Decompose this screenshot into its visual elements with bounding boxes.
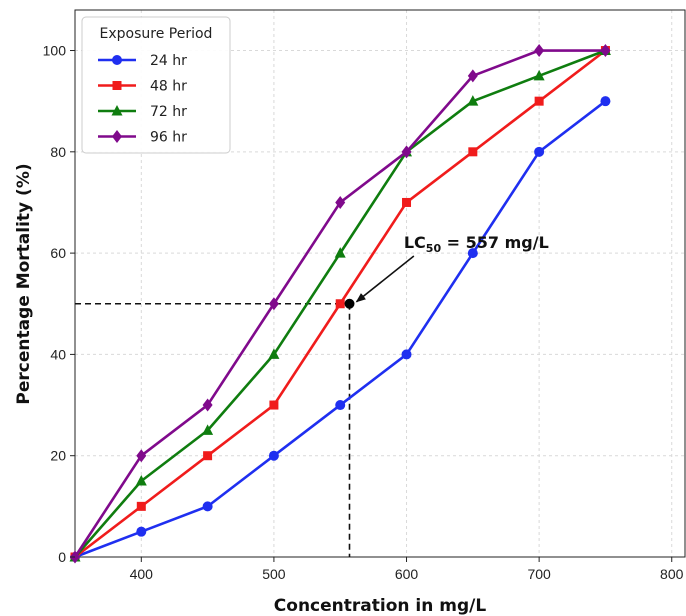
legend-entry: 72 hr	[98, 104, 187, 120]
lc50-point	[344, 298, 355, 309]
data-point	[401, 145, 412, 159]
x-tick-label: 400	[130, 566, 154, 582]
data-point	[467, 95, 479, 106]
y-axis-title: Percentage Mortality (%)	[14, 163, 34, 404]
lc50-guide-lines	[75, 302, 351, 557]
legend-marker	[112, 55, 122, 65]
data-point	[335, 195, 346, 209]
data-point	[269, 400, 279, 410]
y-tick-label: 60	[50, 245, 66, 261]
plot-frame	[74, 9, 686, 558]
data-point	[401, 349, 412, 360]
legend-marker	[111, 105, 123, 116]
legend-label: 72 hr	[150, 104, 187, 120]
data-point	[468, 147, 478, 157]
y-tick-label: 40	[50, 346, 66, 362]
x-tick-label: 700	[527, 566, 551, 582]
x-tick-label: 600	[395, 566, 419, 582]
data-point	[467, 248, 478, 259]
y-tick-label: 0	[58, 549, 66, 565]
data-point	[534, 96, 544, 106]
legend-label: 24 hr	[150, 53, 187, 69]
data-point	[136, 501, 146, 511]
legend-box	[81, 16, 231, 154]
legend-entry: 48 hr	[98, 79, 187, 95]
x-tick-label: 800	[660, 566, 684, 582]
data-point	[135, 475, 147, 486]
series-24-hr	[70, 96, 611, 562]
y-tick-label: 80	[50, 144, 66, 160]
data-point	[268, 297, 279, 311]
data-point	[534, 44, 545, 58]
data-point	[600, 44, 611, 58]
data-point	[335, 299, 345, 309]
data-point	[268, 450, 279, 461]
legend-marker	[112, 81, 122, 90]
data-point	[402, 197, 412, 207]
lc50-arrow	[355, 255, 415, 303]
data-point	[334, 247, 346, 258]
lc50-label: LC50 = 557 mg/L	[404, 233, 549, 255]
legend-entry: 24 hr	[98, 53, 187, 69]
legend-label: 48 hr	[150, 79, 187, 95]
y-tick-label: 100	[43, 43, 67, 59]
data-point	[202, 501, 213, 512]
y-tick-label: 20	[50, 448, 66, 464]
data-point	[534, 146, 545, 157]
x-tick-label: 500	[262, 566, 286, 582]
data-point	[268, 348, 280, 359]
data-point	[202, 398, 213, 412]
legend-label: 96 hr	[150, 130, 187, 146]
x-axis-title: Concentration in mg/L	[274, 596, 487, 616]
data-point	[533, 69, 545, 81]
data-point	[467, 69, 478, 83]
data-point	[600, 96, 611, 107]
series-line	[74, 100, 607, 559]
tick-layer: 400 500 600 700 800 0 20 40 60 80 100	[43, 43, 684, 582]
series-layer	[69, 44, 611, 564]
data-point	[136, 526, 147, 537]
legend-title: Exposure Period	[100, 26, 213, 42]
legend-entry: 96 hr	[98, 130, 187, 146]
annotation: LC50 = 557 mg/L	[344, 233, 549, 309]
data-point	[202, 424, 214, 435]
series-96-hr	[70, 44, 611, 564]
data-point	[335, 400, 346, 411]
data-point	[203, 451, 213, 461]
legend-marker	[112, 130, 122, 143]
data-point	[136, 449, 147, 463]
legend: Exposure Period 24 hr 48 hr 72 hr 96 hr	[81, 16, 231, 154]
